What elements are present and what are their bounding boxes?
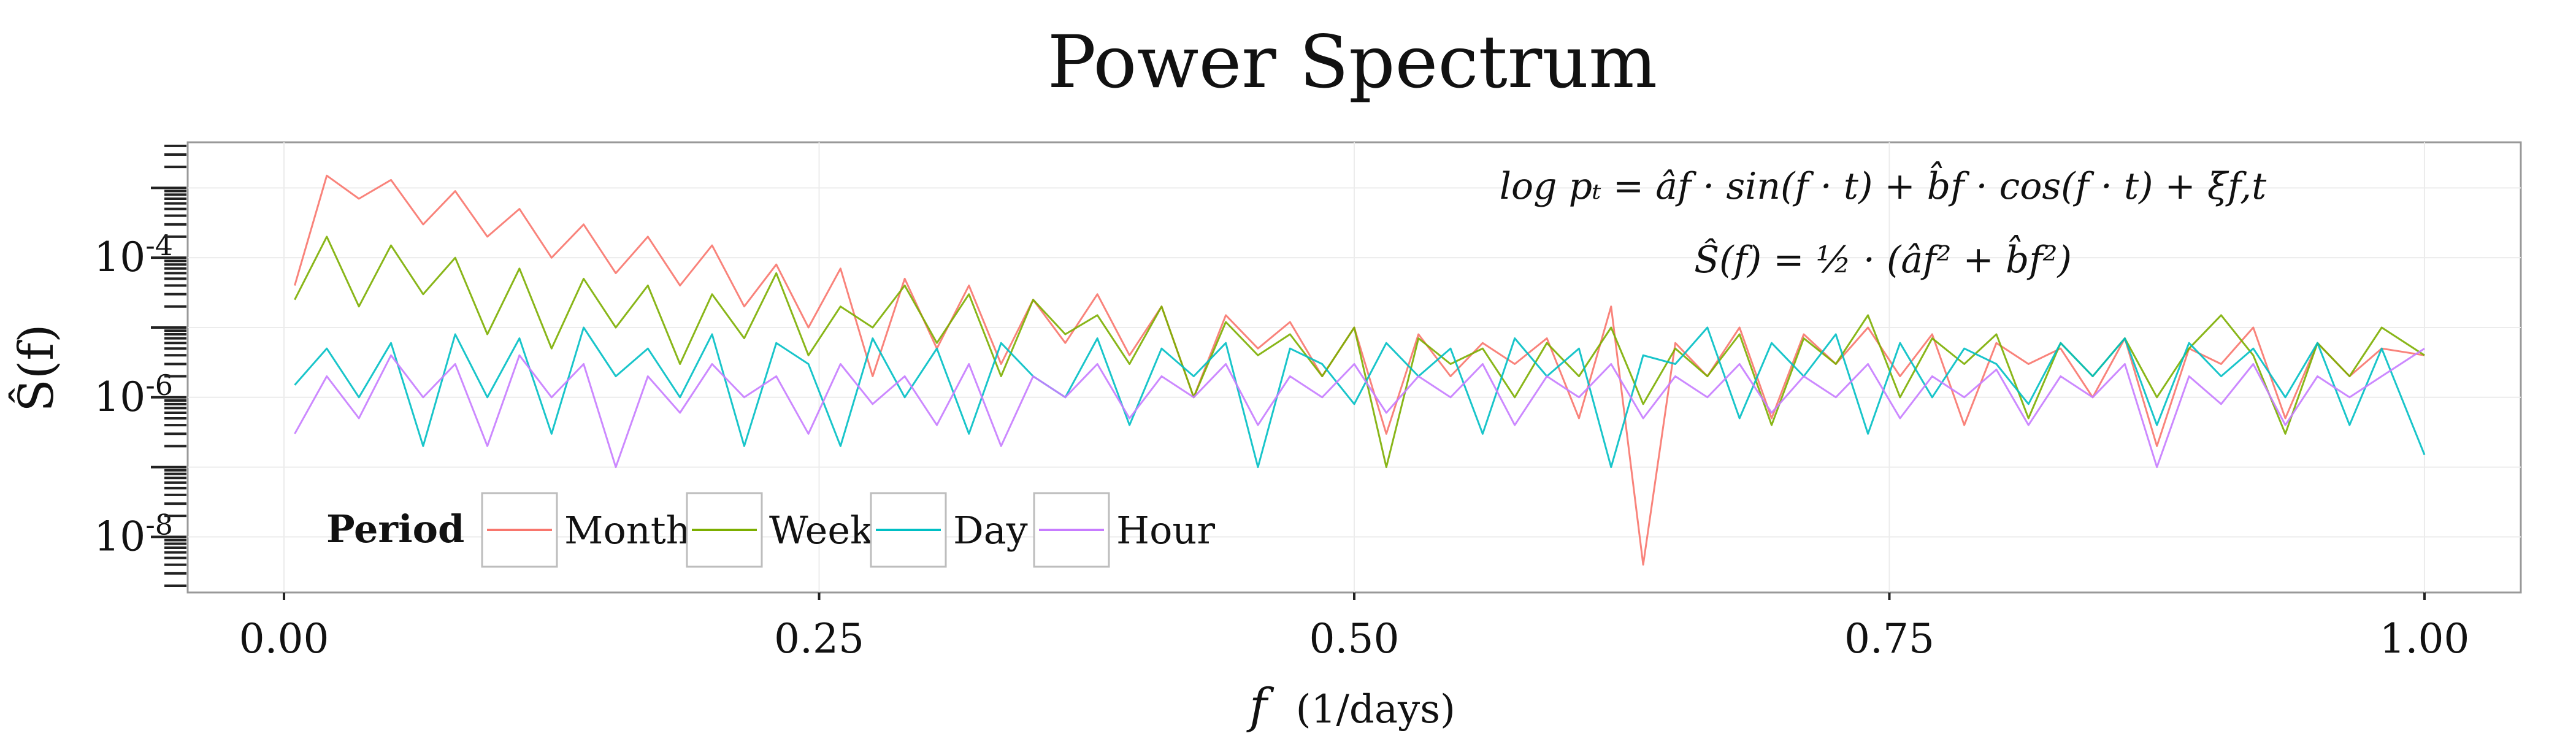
y-tick-label: 10-6 bbox=[94, 369, 173, 421]
series-line-hour bbox=[294, 347, 2425, 469]
legend-label-month: Month bbox=[564, 508, 691, 553]
x-axis-title: f (1/days) bbox=[1246, 679, 1455, 734]
x-tick-label: 1.00 bbox=[2379, 615, 2469, 662]
plot-panel bbox=[186, 141, 2522, 594]
formula-annotations: log pₜ = âf · sin(f · t) + b̂f · cos(f ·… bbox=[1500, 161, 2267, 282]
formula-annotation: Ŝ(f) = ½ · (âf² + b̂f²) bbox=[1694, 235, 2072, 282]
legend-label-day: Day bbox=[953, 508, 1028, 553]
x-tick-label: 0.00 bbox=[239, 615, 329, 662]
legend-label-week: Week bbox=[769, 508, 873, 553]
x-axis: 0.00 0.25 0.50 0.75 1.00 bbox=[239, 592, 2469, 662]
legend: Period Month Week Day Hour bbox=[326, 492, 1215, 568]
series-line-day bbox=[294, 326, 2426, 469]
formula-annotation: log pₜ = âf · sin(f · t) + b̂f · cos(f ·… bbox=[1500, 161, 2267, 208]
x-axis-symbol: f bbox=[1246, 679, 1275, 734]
series-lines bbox=[294, 174, 2426, 566]
y-axis: 10-4 10-6 10-8 bbox=[94, 144, 186, 587]
x-axis-unit: (1/days) bbox=[1296, 687, 1455, 732]
chart-title: Power Spectrum bbox=[1048, 20, 1657, 104]
legend-title: Period bbox=[326, 507, 464, 551]
x-tick-label: 0.50 bbox=[1309, 615, 1400, 662]
y-tick-label: 10-8 bbox=[94, 508, 173, 560]
x-tick-label: 0.25 bbox=[774, 615, 864, 662]
y-axis-title: Ŝ(f) bbox=[7, 324, 64, 412]
y-tick-label: 10-4 bbox=[94, 229, 173, 281]
x-tick-label: 0.75 bbox=[1844, 615, 1934, 662]
legend-label-hour: Hour bbox=[1116, 508, 1215, 553]
